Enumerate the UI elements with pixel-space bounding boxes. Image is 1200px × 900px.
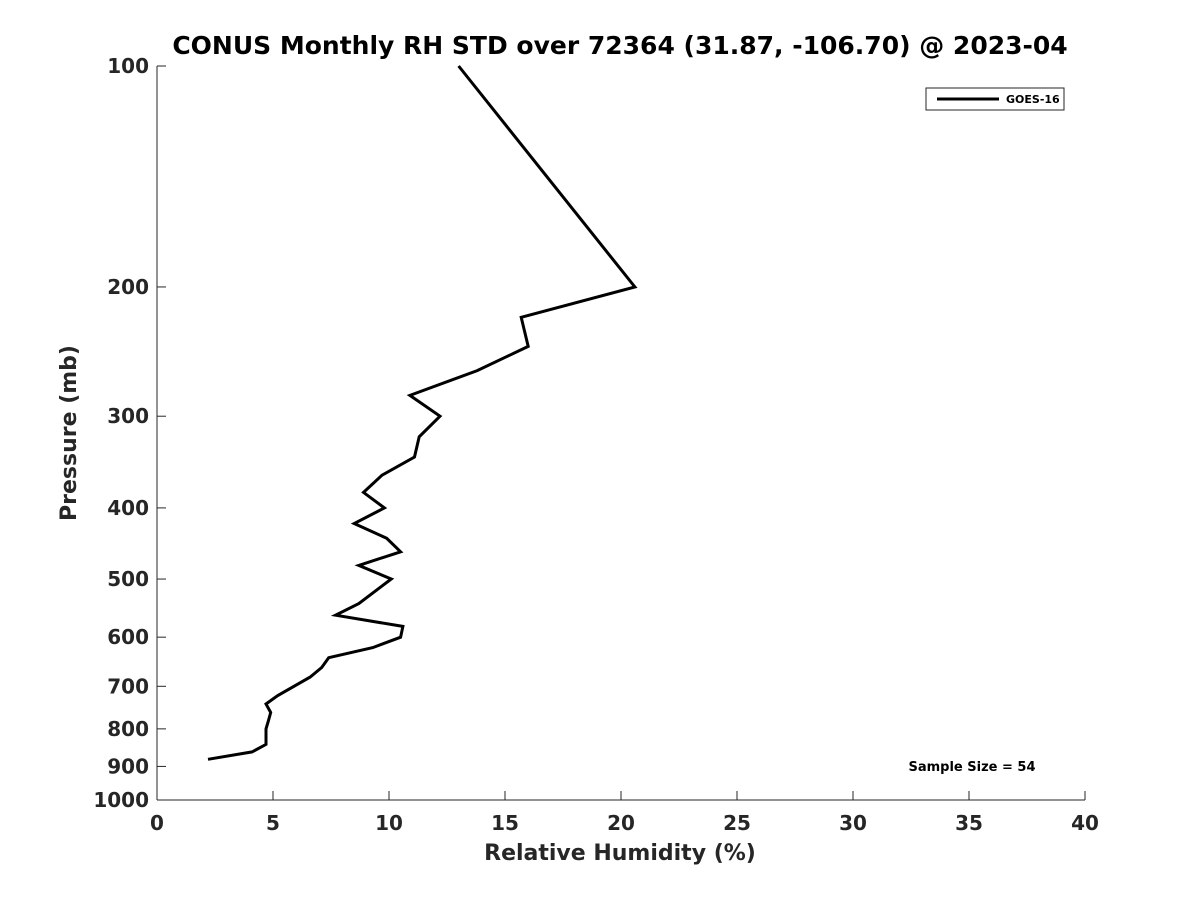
series-lines [207, 65, 638, 761]
x-tick-label: 5 [266, 811, 280, 835]
x-tick-label: 20 [607, 811, 635, 835]
y-tick-label: 700 [107, 674, 149, 698]
axes [156, 66, 1085, 801]
x-tick-label: 25 [723, 811, 751, 835]
x-axis-ticks: 0 5 10 15 20 25 30 35 40 [150, 791, 1099, 835]
x-tick-label: 0 [150, 811, 164, 835]
chart-title: CONUS Monthly RH STD over 72364 (31.87, … [172, 31, 1067, 60]
x-tick-label: 15 [491, 811, 519, 835]
y-tick-label: 500 [107, 567, 149, 591]
y-axis-ticks: 100 200 300 400 500 600 700 800 900 1000 [93, 54, 166, 812]
y-tick-label: 200 [107, 275, 149, 299]
y-tick-label: 600 [107, 625, 149, 649]
y-tick-label: 900 [107, 754, 149, 778]
y-tick-label: 1000 [93, 788, 149, 812]
y-tick-label: 100 [107, 54, 149, 78]
y-tick-label: 300 [107, 404, 149, 428]
legend: GOES-16 [925, 87, 1065, 111]
y-axis-label: Pressure (mb) [57, 345, 82, 521]
x-tick-label: 30 [839, 811, 867, 835]
y-tick-label: 400 [107, 496, 149, 520]
sample-size-annotation: Sample Size = 54 [908, 760, 1035, 775]
x-axis-label: Relative Humidity (%) [484, 841, 756, 866]
x-tick-label: 40 [1071, 811, 1099, 835]
x-tick-label: 35 [955, 811, 983, 835]
y-tick-label: 800 [107, 717, 149, 741]
series-line-goes-16 [207, 65, 638, 761]
x-tick-label: 10 [375, 811, 403, 835]
legend-label: GOES-16 [1006, 93, 1060, 106]
